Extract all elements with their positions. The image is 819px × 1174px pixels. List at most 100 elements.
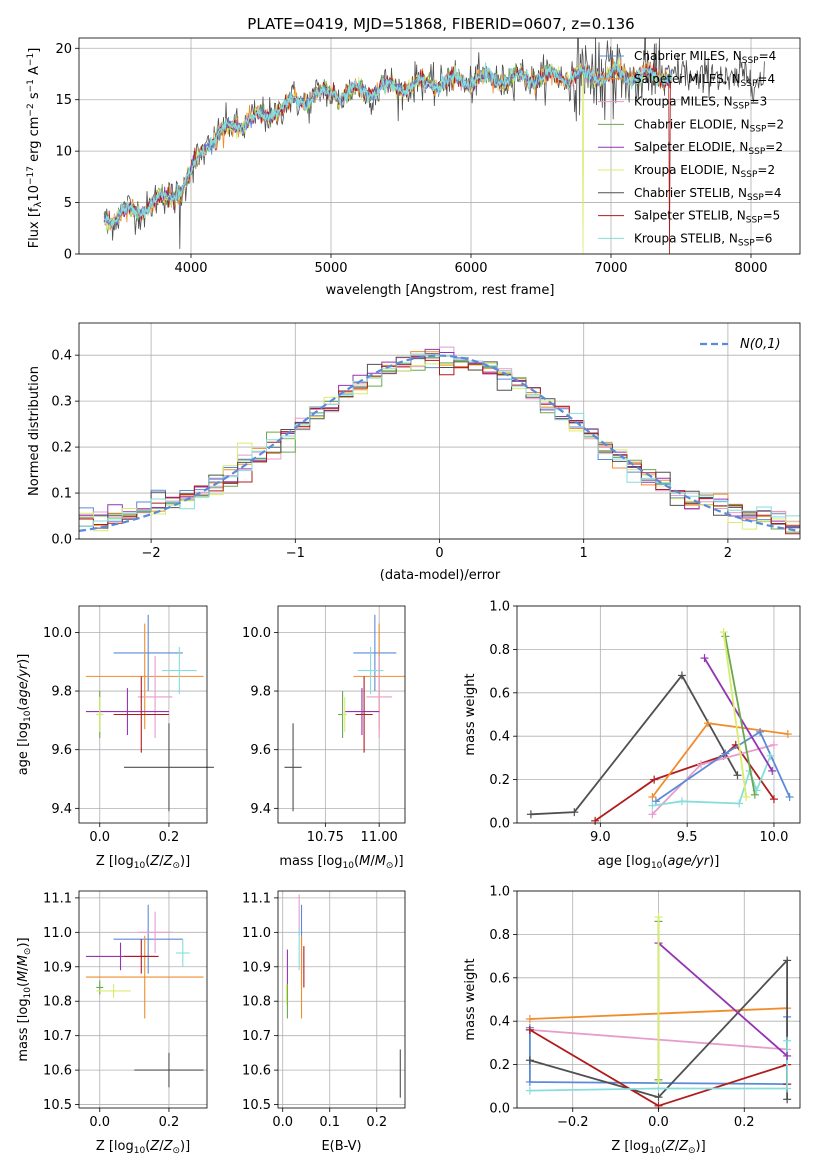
y-axis-label: mass weight — [463, 958, 478, 1040]
x-tick-label: 0 — [435, 546, 443, 561]
histogram-salpeter_stelib — [79, 355, 800, 535]
y-tick-label: 9.4 — [51, 802, 72, 817]
legend-label: Chabrier ELODIE, NSSP=2 — [634, 117, 784, 134]
y-axis-label: age [log10(age/yr)] — [16, 654, 33, 776]
y-tick-label: 11.0 — [242, 926, 271, 941]
plot-area-mass_weight_vs_Z — [525, 913, 792, 1110]
weight-series-salpeter_elodie — [703, 657, 773, 772]
legend-label: Kroupa ELODIE, NSSP=2 — [634, 163, 775, 180]
x-tick-label: 0.0 — [272, 1115, 293, 1130]
x-tick-label: 0.2 — [734, 1115, 755, 1130]
legend-label: N(0,1) — [740, 337, 781, 352]
y-tick-label: 10.0 — [43, 626, 72, 641]
y-tick-label: 0.0 — [51, 533, 72, 548]
y-tick-label: 20 — [55, 42, 72, 57]
legend-label: Salpeter MILES, NSSP=4 — [634, 72, 775, 89]
legend-label: Kroupa MILES, NSSP=3 — [634, 95, 767, 112]
y-tick-label: 9.4 — [250, 802, 271, 817]
x-tick-label: 6000 — [454, 261, 487, 276]
y-tick-label: 0.2 — [489, 1058, 510, 1073]
y-tick-label: 0.2 — [489, 773, 510, 788]
y-tick-label: 10.0 — [242, 626, 271, 641]
axes-frame — [78, 890, 208, 1109]
y-tick-label: 11.1 — [242, 891, 271, 906]
y-tick-label: 10.6 — [242, 1064, 271, 1079]
y-tick-label: 10.9 — [242, 960, 271, 975]
weight-series-chabrier_miles — [655, 730, 791, 803]
x-axis-label: (data-model)/error — [380, 568, 501, 583]
weight-series-chabrier_elodie — [724, 636, 756, 795]
y-tick-label: 0.8 — [489, 643, 510, 658]
x-tick-label: 0.0 — [89, 830, 110, 845]
plot-area-age_vs_mass — [284, 614, 405, 812]
axes-frame — [516, 605, 801, 824]
weight-series-salpeter_elodie — [657, 942, 788, 1057]
x-tick-label: 9.0 — [590, 830, 611, 845]
plot-area-age_vs_Z — [85, 614, 214, 812]
y-tick-label: 1.0 — [489, 885, 510, 900]
y-tick-label: 0.1 — [51, 487, 72, 502]
y-tick-label: 10.8 — [242, 995, 271, 1010]
legend-label: Chabrier STELIB, NSSP=4 — [634, 186, 782, 203]
x-axis-label: age [log10(age/yr)] — [598, 854, 720, 871]
gaussian-curve — [79, 354, 800, 532]
axes-mass_weight_vs_age: 9.0 9.5 10.0 0.0 0.2 0.4 0.6 0.8 1.0 age [log10(a… — [463, 600, 801, 871]
x-axis-label: Z [log10(Z/Z⊙)] — [611, 1139, 705, 1156]
y-tick-label: 9.8 — [51, 685, 72, 700]
y-tick-label: 0.8 — [489, 928, 510, 943]
legend-label: Salpeter STELIB, NSSP=5 — [634, 209, 780, 226]
y-tick-label: 10.6 — [43, 1064, 72, 1079]
legend-label: Kroupa STELIB, NSSP=6 — [634, 231, 772, 248]
axes-mass_vs_Z: 0.0 0.2 10.5 10.6 10.7 10.8 10.9 11.0 11.1 Z [log… — [16, 890, 208, 1156]
x-tick-label: 5000 — [314, 261, 347, 276]
y-tick-label: 0.4 — [489, 730, 510, 745]
plot-area-mass_weight_vs_age — [526, 628, 794, 825]
y-tick-label: 9.8 — [250, 685, 271, 700]
y-axis-label: Normed distribution — [27, 366, 42, 496]
axes-age_vs_Z: 0.0 0.2 9.4 9.6 9.8 10.0 Z [log10(Z/Z⊙)] age [l… — [16, 605, 214, 871]
y-tick-label: 0.6 — [489, 971, 510, 986]
y-tick-label: 0.0 — [489, 1102, 510, 1117]
x-tick-label: 0.0 — [648, 1115, 669, 1130]
y-tick-label: 15 — [55, 93, 72, 108]
y-tick-label: 10.7 — [242, 1029, 271, 1044]
axes-frame — [277, 605, 406, 824]
axes-mass_weight_vs_Z: −0.2 0.0 0.2 0.0 0.2 0.4 0.6 0.8 1.0 Z [log10(Z/Z… — [463, 885, 801, 1156]
axes-age_vs_mass: 10.75 11.00 9.4 9.6 9.8 10.0 mass [log10(M/M⊙)… — [242, 605, 406, 871]
y-tick-label: 10 — [55, 145, 72, 160]
y-tick-label: 0.3 — [51, 395, 72, 410]
x-axis-label: wavelength [Angstrom, rest frame] — [326, 283, 555, 298]
x-tick-label: 2 — [724, 546, 732, 561]
y-tick-label: 0.2 — [51, 441, 72, 456]
x-tick-label: 0.2 — [366, 1115, 387, 1130]
legend-label: Chabrier MILES, NSSP=4 — [634, 49, 776, 66]
axes-frame — [516, 890, 801, 1109]
weight-series-chabrier_stelib — [529, 958, 788, 1100]
y-tick-label: 0.6 — [489, 686, 510, 701]
x-tick-label: 0.1 — [319, 1115, 340, 1130]
y-axis-label: mass [log10(M/M⊙)] — [16, 937, 33, 1061]
x-axis-label: E(B-V) — [321, 1139, 361, 1154]
axes-spectrum: 4000 5000 6000 7000 8000 0 5 10 15 20 wavelength [… — [26, 37, 801, 298]
x-tick-label: 9.5 — [677, 830, 698, 845]
x-tick-label: 8000 — [734, 261, 767, 276]
figure-title: PLATE=0419, MJD=51868, FIBERID=0607, z=0… — [247, 15, 634, 33]
weight-series-kroupa_stelib — [529, 1040, 788, 1092]
plot-area-mass_vs_Z — [85, 904, 204, 1088]
plot-area-residuals — [79, 346, 800, 535]
axes-frame — [78, 322, 801, 540]
y-tick-label: 10.9 — [43, 960, 72, 975]
plot-area-mass_vs_ebv — [285, 894, 401, 1098]
x-tick-label: 7000 — [594, 261, 627, 276]
y-axis-label: mass weight — [463, 673, 478, 755]
y-tick-label: 5 — [64, 196, 72, 211]
y-tick-label: 10.7 — [43, 1029, 72, 1044]
y-tick-label: 0.0 — [489, 817, 510, 832]
x-tick-label: 0.2 — [159, 1115, 180, 1130]
x-axis-label: Z [log10(Z/Z⊙)] — [96, 1139, 190, 1156]
y-tick-label: 10.5 — [242, 1098, 271, 1113]
axes-residuals: −2 −1 0 1 2 0.0 0.1 0.2 0.3 0.4 (data-model)/error… — [27, 322, 801, 583]
y-tick-label: 0.4 — [51, 349, 72, 364]
